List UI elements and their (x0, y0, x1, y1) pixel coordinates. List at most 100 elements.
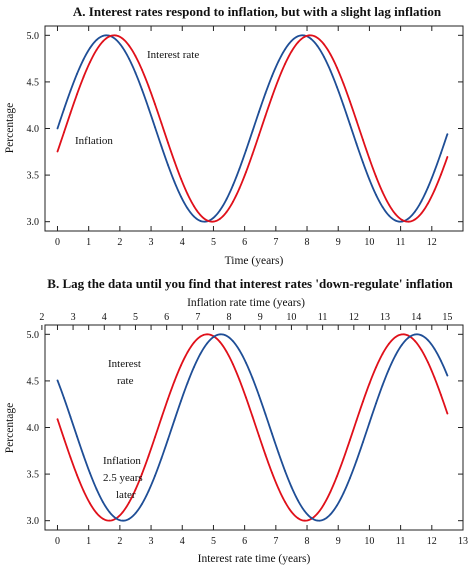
a-x-tick-label: 11 (396, 237, 406, 248)
b-series-point (69, 456, 72, 459)
a-series-point (420, 200, 423, 203)
b-series-point (238, 378, 241, 381)
b-series-point (199, 335, 202, 338)
b-series-point (180, 400, 182, 402)
b-series-point (368, 382, 371, 385)
a-series-point (141, 68, 143, 71)
b-series-point (375, 402, 377, 405)
a-series-point (245, 171, 247, 174)
b-series-point (219, 333, 221, 336)
a-series-point (199, 220, 202, 222)
a-series-point (355, 142, 358, 145)
b-series-point (193, 341, 195, 344)
b-series-point (271, 432, 273, 435)
a-series-point (186, 207, 189, 210)
a-series-point (251, 153, 254, 156)
b-series-point (310, 516, 312, 519)
a-series-point (102, 40, 104, 43)
a-series-point (310, 34, 312, 37)
a-series-point (355, 119, 358, 122)
b-series-point (420, 334, 423, 337)
b-x-tick-label: 2 (117, 536, 122, 547)
b-x-tick-label: 7 (273, 536, 278, 547)
panel-a-series (56, 34, 449, 223)
b-x-tick-label: 5 (211, 536, 216, 547)
b-series-point (401, 343, 403, 346)
a-series-point (89, 47, 91, 49)
a-series-point (258, 134, 260, 137)
panel-b-x-axis-label: Interest rate time (years) (198, 553, 311, 565)
a-x-tick-label: 6 (242, 237, 247, 248)
a-x-tick-label: 0 (55, 237, 60, 248)
a-series-point (440, 152, 442, 155)
b-series-point (323, 503, 325, 506)
a-series-point (271, 75, 273, 78)
b-top-x-tick-label: 7 (195, 312, 200, 323)
a-series-point (446, 133, 449, 135)
a-series-point (115, 38, 117, 41)
b-series-point (329, 513, 332, 516)
b-series-point (258, 434, 260, 437)
b-series-point (186, 382, 189, 384)
b-series-point (63, 437, 65, 440)
b-series-point (56, 379, 59, 382)
b-series-point (225, 334, 228, 337)
a-series-point (277, 78, 280, 81)
b-series-point (160, 457, 163, 460)
b-top-x-tick-label: 8 (227, 312, 232, 323)
b-series-point (290, 510, 293, 513)
b-series-point (264, 453, 267, 456)
b-series-point (225, 350, 228, 353)
panel-b-series (56, 333, 449, 522)
b-series-point (303, 509, 306, 512)
a-series-point (394, 219, 397, 222)
b-series-point (154, 436, 156, 439)
a-series-point (342, 104, 345, 107)
b-series-point (446, 374, 449, 377)
a-series-point (336, 66, 338, 69)
b-series-point (173, 419, 176, 421)
a-x-tick-label: 1 (86, 237, 91, 248)
b-series-point (316, 512, 319, 515)
panel-b-x-ticks: 0 1 2 3 4 5 6 7 8 9 10 11 12 13 (55, 325, 468, 547)
b-series-point (89, 502, 91, 505)
b-top-x-tick-label: 10 (286, 312, 296, 323)
a-series-point (219, 217, 221, 220)
a-series-point (381, 190, 384, 193)
a-series-point (128, 44, 130, 47)
b-series-point (232, 363, 234, 366)
b-y-tick-label: 3.5 (27, 470, 40, 481)
b-series-point (362, 400, 364, 403)
a-y-tick-label: 5.0 (27, 31, 40, 42)
b-series-point (336, 475, 338, 478)
panel-b-title: B. Lag the data until you find that inte… (47, 276, 453, 291)
b-series-point (63, 397, 65, 399)
a-series-point (180, 177, 182, 180)
a-series-point (381, 205, 384, 208)
a-series-point (167, 164, 169, 166)
a-series-point (271, 96, 273, 98)
b-y-tick-label: 4.0 (27, 423, 40, 434)
b-series-point (89, 472, 91, 475)
a-series-point (407, 220, 410, 223)
b-series-point (290, 485, 293, 488)
a-x-tick-label: 12 (427, 237, 437, 248)
b-series-point (82, 454, 85, 457)
panel-b-top-x-ticks: 2 3 4 5 6 7 8 9 10 11 12 13 14 15 (39, 312, 452, 330)
a-series-point (56, 150, 59, 153)
panel-b-annotation-years: 2.5 years (103, 472, 143, 484)
a-series-point (368, 157, 371, 160)
a-x-tick-label: 9 (336, 237, 341, 248)
b-series-point (219, 341, 221, 343)
a-series-point (212, 220, 215, 223)
a-series-point (414, 218, 416, 221)
a-series-point (193, 205, 195, 208)
a-series-point (251, 130, 254, 133)
b-series-point (342, 457, 345, 460)
a-series-point (121, 37, 124, 40)
a-series-point (420, 212, 423, 215)
a-series-point (95, 49, 98, 51)
b-series-point (141, 503, 143, 505)
a-series-point (297, 41, 299, 44)
b-series-point (121, 511, 124, 514)
